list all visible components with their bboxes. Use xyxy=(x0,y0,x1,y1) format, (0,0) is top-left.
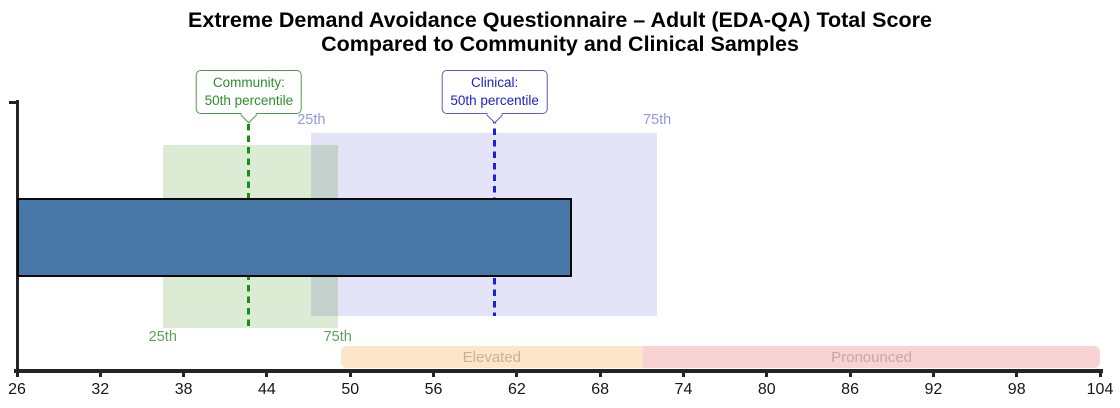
x-tick-label: 92 xyxy=(924,381,943,398)
x-tick-label: 62 xyxy=(507,381,526,398)
x-tick-label: 80 xyxy=(757,381,776,398)
x-tick xyxy=(848,369,852,377)
x-tick-label: 86 xyxy=(841,381,859,398)
x-tick xyxy=(182,369,186,377)
x-tick-label: 56 xyxy=(424,381,443,398)
elevated-band: Elevated xyxy=(340,346,644,368)
x-tick xyxy=(931,369,935,377)
x-tick xyxy=(1015,369,1019,377)
x-tick xyxy=(765,369,769,377)
community-callout-line1: Community: xyxy=(212,75,285,90)
x-tick xyxy=(515,369,519,377)
x-tick xyxy=(432,369,436,377)
x-tick-label: 26 xyxy=(8,381,26,398)
y-axis-top-tick xyxy=(9,101,17,104)
x-tick xyxy=(265,369,269,377)
chart-title: Extreme Demand Avoidance Questionnaire –… xyxy=(0,8,1120,56)
community-p75-label: 75th xyxy=(323,329,352,345)
x-tick-label: 68 xyxy=(591,381,610,398)
clinical-callout: Clinical: 50th percentile xyxy=(441,70,548,115)
x-tick xyxy=(98,369,102,377)
clinical-callout-line2: 50th percentile xyxy=(450,92,539,108)
x-tick xyxy=(348,369,352,377)
chart-title-line1: Extreme Demand Avoidance Questionnaire –… xyxy=(188,8,932,32)
x-tick-label: 32 xyxy=(91,381,110,398)
clinical-p75-label: 75th xyxy=(642,112,672,128)
x-tick-label: 74 xyxy=(674,381,693,398)
x-tick-label: 38 xyxy=(174,381,193,398)
score-bar xyxy=(17,198,573,277)
x-tick-label: 44 xyxy=(258,381,276,398)
elevated-band-label: Elevated xyxy=(462,348,522,366)
clinical-p25-label: 25th xyxy=(297,112,326,128)
pronounced-band: Pronounced xyxy=(643,346,1100,368)
x-tick-label: 50 xyxy=(341,381,360,398)
x-tick xyxy=(598,369,602,377)
community-callout-line2: 50th percentile xyxy=(204,92,294,108)
community-callout: Community: 50th percentile xyxy=(195,70,303,115)
chart-title-line2: Compared to Community and Clinical Sampl… xyxy=(321,32,799,57)
pronounced-band-label: Pronounced xyxy=(831,348,913,366)
x-tick xyxy=(1098,369,1102,377)
clinical-callout-line1: Clinical: xyxy=(470,75,519,90)
x-axis-line xyxy=(13,369,1103,373)
x-tick-label: 98 xyxy=(1007,381,1026,398)
community-p25-label: 25th xyxy=(148,329,177,345)
x-tick xyxy=(15,369,19,377)
x-tick-label: 104 xyxy=(1086,381,1114,398)
x-tick xyxy=(681,369,685,377)
